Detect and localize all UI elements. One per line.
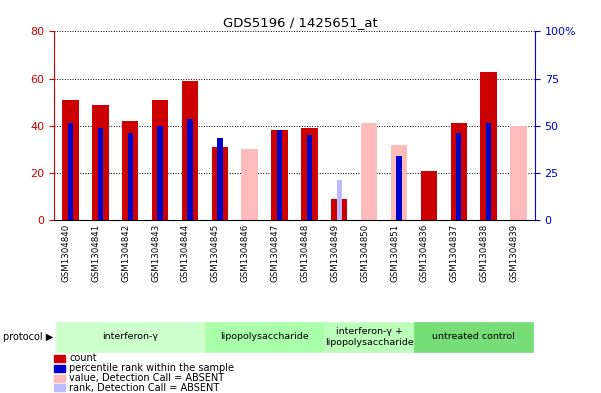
Text: GSM1304846: GSM1304846	[240, 224, 249, 282]
Text: GSM1304851: GSM1304851	[390, 224, 399, 282]
Text: lipopolysaccharide: lipopolysaccharide	[220, 332, 309, 342]
Bar	[157, 126, 163, 220]
Bar	[122, 121, 138, 220]
Bar	[486, 123, 491, 220]
Text: GSM1304844: GSM1304844	[181, 224, 190, 282]
Text: interferon-γ: interferon-γ	[102, 332, 158, 342]
Bar	[337, 180, 342, 220]
Text: percentile rank within the sample: percentile rank within the sample	[69, 363, 234, 373]
Bar	[510, 126, 526, 220]
Bar	[212, 147, 228, 220]
Text: GSM1304845: GSM1304845	[211, 224, 220, 282]
Text: interferon-γ +
lipopolysaccharide: interferon-γ + lipopolysaccharide	[325, 327, 413, 347]
Bar	[331, 199, 347, 220]
Bar	[188, 119, 193, 220]
Text: GSM1304841: GSM1304841	[91, 224, 100, 282]
Bar	[98, 128, 103, 220]
Bar	[456, 133, 462, 220]
Bar	[421, 171, 437, 220]
Text: GSM1304849: GSM1304849	[331, 224, 340, 282]
Text: GSM1304840: GSM1304840	[61, 224, 70, 282]
Bar	[182, 81, 198, 220]
Bar	[277, 130, 282, 220]
Bar	[271, 130, 288, 220]
Text: GSM1304838: GSM1304838	[480, 224, 489, 282]
Bar	[127, 133, 133, 220]
Bar	[361, 123, 377, 220]
Text: untreated control: untreated control	[432, 332, 515, 342]
Bar	[451, 123, 467, 220]
Text: GSM1304836: GSM1304836	[420, 224, 429, 282]
Text: GSM1304848: GSM1304848	[300, 224, 310, 282]
Bar	[396, 156, 401, 220]
Text: GSM1304842: GSM1304842	[121, 224, 130, 282]
Text: GSM1304843: GSM1304843	[151, 224, 160, 282]
Text: rank, Detection Call = ABSENT: rank, Detection Call = ABSENT	[69, 383, 219, 393]
Text: GSM1304839: GSM1304839	[510, 224, 519, 282]
Text: GSM1304847: GSM1304847	[270, 224, 279, 282]
Text: value, Detection Call = ABSENT: value, Detection Call = ABSENT	[69, 373, 224, 383]
Text: protocol ▶: protocol ▶	[3, 332, 53, 342]
Text: count: count	[69, 353, 97, 364]
Text: GSM1304837: GSM1304837	[450, 224, 459, 282]
Bar	[63, 100, 79, 220]
Text: GDS5196 / 1425651_at: GDS5196 / 1425651_at	[223, 16, 378, 29]
Bar	[242, 149, 258, 220]
Bar	[217, 138, 222, 220]
Bar	[391, 145, 407, 220]
Bar	[480, 72, 497, 220]
Bar	[92, 105, 109, 220]
Bar	[68, 123, 73, 220]
Bar	[152, 100, 168, 220]
Bar	[307, 135, 312, 220]
Text: GSM1304850: GSM1304850	[360, 224, 369, 282]
Bar	[301, 128, 318, 220]
